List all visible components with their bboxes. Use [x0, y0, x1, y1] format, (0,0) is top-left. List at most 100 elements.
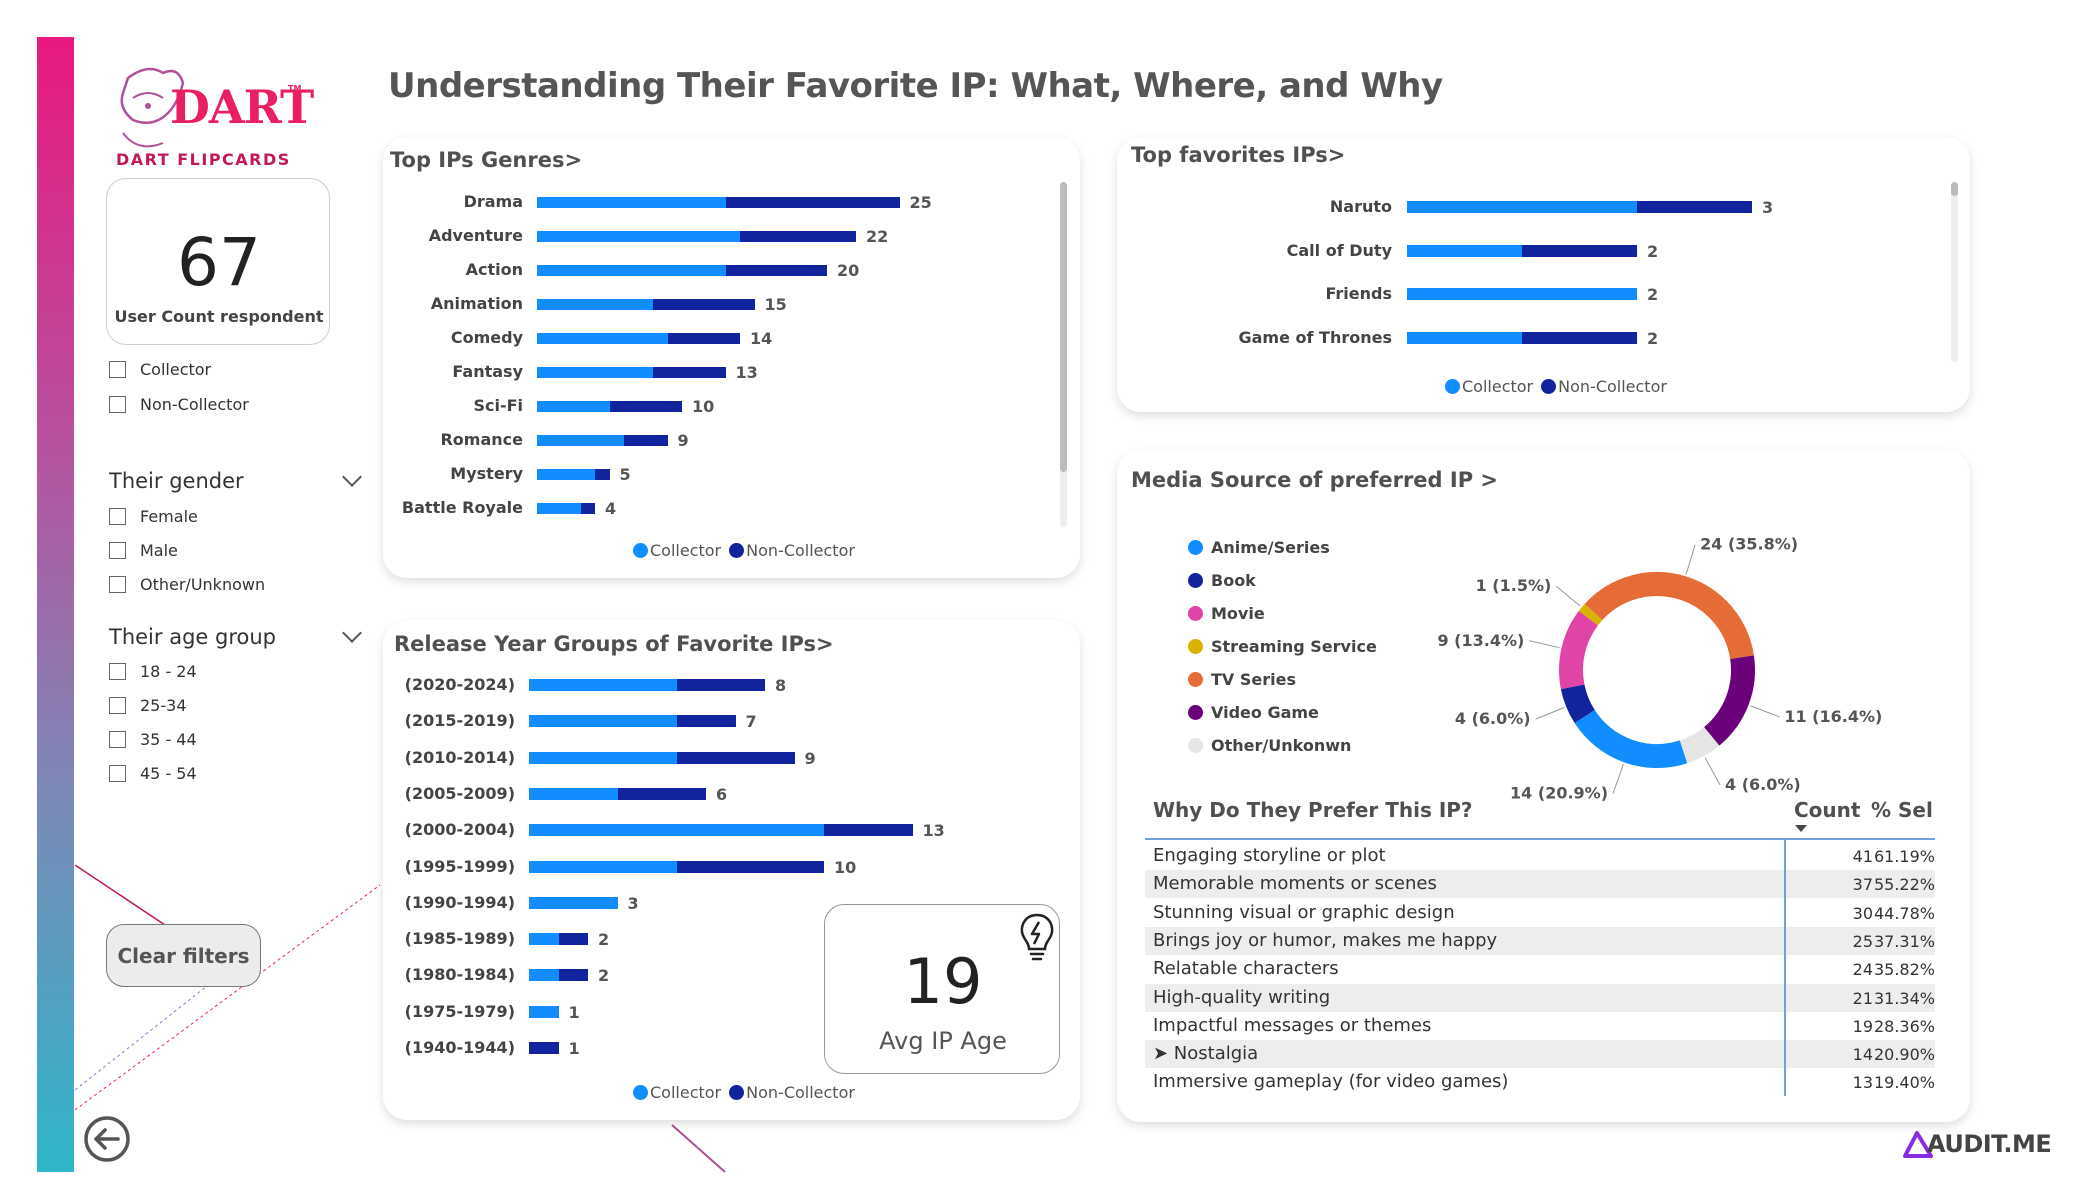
donut-slice[interactable] — [1578, 603, 1603, 626]
slicer-option-non-collector[interactable]: Non-Collector — [109, 395, 249, 414]
avg-age-value: 19 — [903, 945, 983, 1018]
slicer-option-other[interactable]: Other/Unknown — [109, 575, 265, 594]
slicer-option-collector[interactable]: Collector — [109, 360, 249, 379]
donut-slice[interactable] — [1703, 655, 1755, 746]
table-row[interactable]: Brings joy or humor, makes me happy 25 37.… — [1145, 926, 1935, 955]
table-row[interactable]: Relatable characters 24 35.82% — [1145, 955, 1935, 983]
bar-non-collector[interactable] — [676, 860, 824, 873]
bar-non-collector[interactable] — [725, 196, 900, 208]
count-cell: 19 — [1852, 1016, 1873, 1036]
bar-category-label: Naruto — [1329, 197, 1392, 216]
bar-collector[interactable] — [529, 933, 559, 946]
bar-non-collector[interactable] — [617, 787, 706, 800]
scrollbar-thumb[interactable] — [1951, 182, 1958, 196]
mascot-logo-icon — [120, 67, 185, 148]
bar-category-label: (1980-1984) — [404, 965, 515, 985]
table-row[interactable]: Stunning visual or graphic design 30 44.78… — [1145, 899, 1935, 927]
clear-filters-button[interactable]: Clear filters — [106, 924, 261, 987]
bar-collector[interactable] — [529, 715, 677, 728]
bar-total-label: 1 — [568, 1039, 580, 1058]
pie-legend: Anime/Series Book Movie Streaming Service TV… — [1188, 538, 1377, 769]
bar-non-collector[interactable] — [1637, 201, 1752, 213]
donut-slice[interactable] — [1574, 709, 1688, 768]
bar-collector[interactable] — [537, 230, 740, 242]
scrollbar-thumb[interactable] — [1060, 182, 1067, 472]
bar-collector[interactable] — [537, 400, 610, 412]
pie-legend-item[interactable]: Video Game — [1188, 703, 1377, 722]
bar-category-label: (1995-1999) — [404, 856, 515, 876]
pie-legend-item[interactable]: Book — [1188, 571, 1377, 590]
reasons-table-header-count[interactable]: Count — [1794, 798, 1861, 822]
bar-collector[interactable] — [537, 332, 668, 344]
bar-non-collector[interactable] — [609, 400, 682, 412]
bar-non-collector[interactable] — [1522, 331, 1637, 344]
bar-non-collector[interactable] — [1522, 244, 1637, 257]
slicer-option-male[interactable]: Male — [109, 541, 265, 560]
table-row[interactable]: Impactful messages or themes 19 28.36% — [1145, 1012, 1935, 1040]
bar-collector[interactable] — [1407, 288, 1637, 300]
back-arrow-icon[interactable] — [82, 1114, 132, 1164]
pie-legend-item[interactable]: TV Series — [1188, 670, 1377, 689]
bar-collector[interactable] — [537, 434, 624, 446]
pie-legend-item[interactable]: Movie — [1188, 604, 1377, 623]
bar-collector[interactable] — [1407, 201, 1637, 213]
pie-legend-item[interactable]: Other/Unkonwn — [1188, 736, 1377, 755]
chevron-down-icon[interactable] — [342, 467, 362, 487]
pie-legend-item[interactable]: Anime/Series — [1188, 538, 1377, 557]
table-row[interactable]: Immersive gameplay (for video games) 13 19… — [1145, 1068, 1935, 1096]
bar-collector[interactable] — [529, 1005, 559, 1018]
bar-non-collector[interactable] — [740, 230, 856, 242]
pie-legend-label: Video Game — [1211, 703, 1319, 722]
slicer-option-female[interactable]: Female — [109, 507, 265, 526]
bar-collector[interactable] — [537, 502, 581, 514]
genres-scrollbar[interactable] — [1060, 182, 1067, 527]
bar-collector[interactable] — [537, 196, 726, 208]
bar-non-collector[interactable] — [676, 679, 765, 691]
bar-collector[interactable] — [529, 679, 677, 691]
bar-non-collector[interactable] — [824, 824, 913, 837]
reasons-table-header-pct[interactable]: % Sel — [1871, 798, 1933, 822]
slicer-option-age-18-24[interactable]: 18 - 24 — [109, 662, 197, 681]
bar-non-collector[interactable] — [580, 502, 595, 514]
bar-collector[interactable] — [537, 468, 595, 480]
slicer-option-age-35-44[interactable]: 35 - 44 — [109, 730, 197, 749]
bar-collector[interactable] — [1407, 331, 1522, 344]
bar-non-collector[interactable] — [725, 264, 827, 276]
bar-collector[interactable] — [529, 969, 559, 982]
bar-non-collector[interactable] — [558, 933, 588, 946]
age-slicer-title: Their age group — [109, 625, 276, 649]
bar-non-collector[interactable] — [653, 366, 726, 378]
bar-non-collector[interactable] — [653, 298, 755, 310]
bar-collector[interactable] — [529, 860, 677, 873]
table-row[interactable]: ➤ Nostalgia 14 20.90% — [1145, 1040, 1935, 1069]
chevron-down-icon[interactable] — [342, 623, 362, 643]
bar-collector[interactable] — [529, 824, 824, 837]
bar-collector[interactable] — [1407, 244, 1522, 257]
bar-collector[interactable] — [537, 298, 653, 310]
favorites-scrollbar[interactable] — [1951, 182, 1958, 362]
donut-slice[interactable] — [1584, 572, 1754, 660]
bar-total-label: 3 — [627, 893, 639, 913]
slicer-option-age-25-34[interactable]: 25-34 — [109, 696, 197, 715]
bar-collector[interactable] — [537, 264, 726, 276]
bar-non-collector[interactable] — [595, 468, 610, 480]
donut-slice[interactable] — [1560, 684, 1596, 724]
bar-collector[interactable] — [529, 896, 618, 909]
sort-desc-icon[interactable] — [1795, 825, 1807, 832]
donut-slice[interactable] — [1679, 726, 1720, 764]
bar-non-collector[interactable] — [558, 969, 588, 982]
bar-non-collector[interactable] — [529, 1042, 559, 1054]
table-row[interactable]: Memorable moments or scenes 37 55.22% — [1145, 870, 1935, 899]
table-row[interactable]: High-quality writing 21 31.34% — [1145, 983, 1935, 1012]
bar-non-collector[interactable] — [667, 332, 740, 344]
bar-non-collector[interactable] — [676, 715, 736, 728]
pie-legend-item[interactable]: Streaming Service — [1188, 637, 1377, 656]
slicer-option-age-45-54[interactable]: 45 - 54 — [109, 764, 197, 783]
bar-non-collector[interactable] — [676, 751, 795, 764]
donut-slice[interactable] — [1559, 610, 1599, 690]
bar-collector[interactable] — [537, 366, 653, 378]
bar-non-collector[interactable] — [624, 434, 668, 446]
bar-collector[interactable] — [529, 787, 618, 800]
table-row[interactable]: Engaging storyline or plot 41 61.19% — [1145, 842, 1935, 870]
bar-collector[interactable] — [529, 751, 677, 764]
